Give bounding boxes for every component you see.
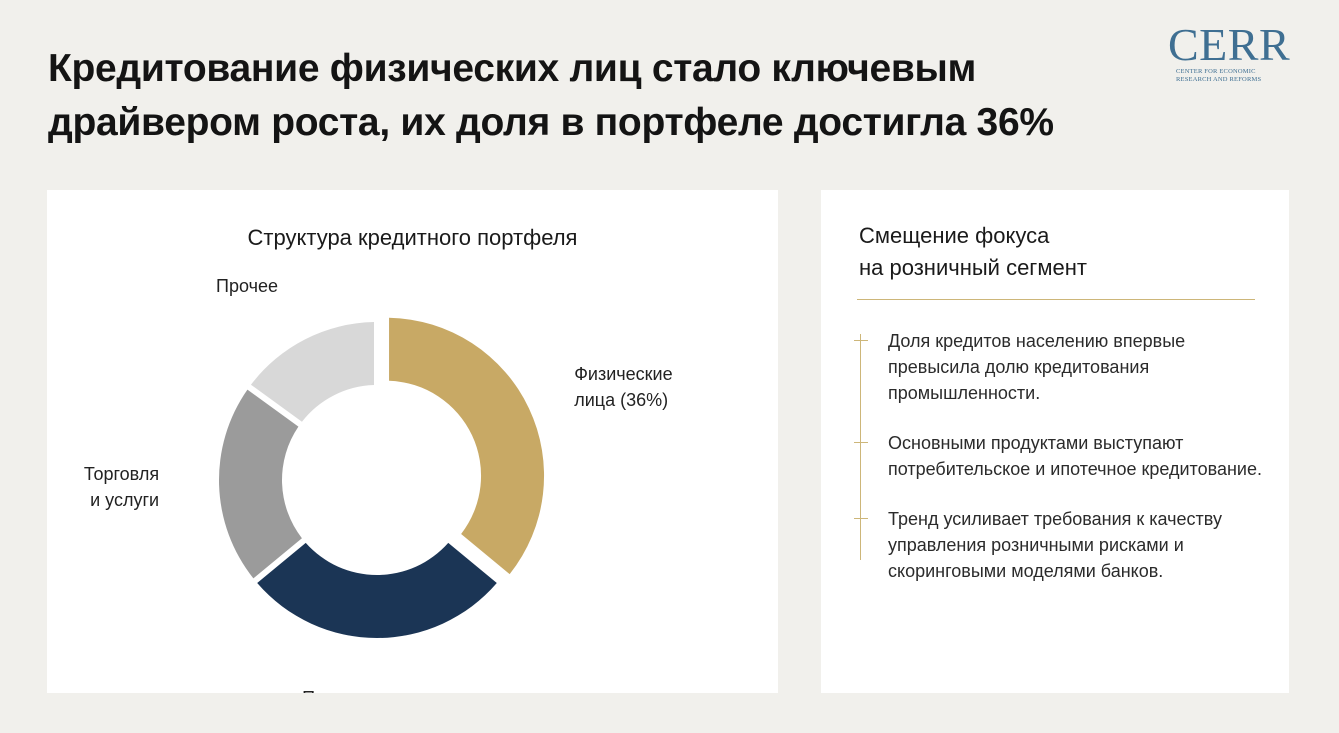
title-divider — [857, 299, 1255, 300]
chart-panel: Структура кредитного портфеля Физические… — [47, 190, 778, 693]
logo-subtitle-1: CENTER FOR ECONOMIC — [1176, 68, 1256, 75]
donut-slice-2 — [218, 389, 302, 579]
slice-label-line: лица (36%) — [574, 390, 668, 410]
bullet-item: Доля кредитов населению впервые превысил… — [854, 328, 1264, 406]
logo-mark: CERR — [1168, 19, 1291, 70]
slice-label-1: Промышленность — [302, 688, 452, 693]
logo-subtitle-2: RESEARCH AND REFORMS — [1176, 75, 1262, 83]
donut-slice-1 — [257, 542, 497, 638]
headline-line-2: драйвером роста, их доля в портфеле дост… — [48, 101, 1054, 144]
slice-label-line: Физические — [574, 364, 672, 384]
slice-label-line: Промышленность — [302, 688, 452, 693]
headline: Кредитование физических лиц стало ключев… — [48, 42, 1168, 150]
slice-label-line: Прочее — [216, 276, 278, 296]
donut-slice-3 — [250, 322, 375, 422]
slice-label-0: Физические лица (36%) — [574, 364, 672, 410]
bullet-item: Основными продуктами выступают потребите… — [854, 430, 1264, 482]
bullet-tick — [854, 340, 868, 341]
bullet-tick — [854, 442, 868, 443]
bullet-list: Доля кредитов населению впервые превысил… — [854, 328, 1264, 608]
bullet-item: Тренд усиливает требования к качеству уп… — [854, 506, 1264, 584]
bullet-timeline-line — [860, 334, 861, 560]
focus-panel: Смещение фокуса на розничный сегмент Дол… — [821, 190, 1289, 693]
donut-chart: Физические лица (36%) Промышленность Торгов… — [84, 276, 673, 693]
side-title: Смещение фокуса на розничный сегмент — [859, 220, 1087, 284]
cerr-logo: CERR CENTER FOR ECONOMIC RESEARCH AND RE… — [1168, 22, 1318, 84]
slice-label-3: Прочее — [216, 276, 278, 296]
bullet-tick — [854, 518, 868, 519]
side-title-line-1: Смещение фокуса — [859, 223, 1050, 248]
bullet-text: Тренд усиливает требования к качеству уп… — [888, 509, 1222, 581]
donut-slice-0 — [389, 317, 545, 575]
slice-label-line: и услуги — [90, 490, 159, 510]
side-title-line-2: на розничный сегмент — [859, 255, 1087, 280]
bullet-text: Доля кредитов населению впервые превысил… — [888, 331, 1186, 403]
headline-line-1: Кредитование физических лиц стало ключев… — [48, 47, 977, 90]
chart-title: Структура кредитного портфеля — [247, 225, 578, 250]
slice-label-line: Торговля — [84, 464, 159, 484]
bullet-text: Основными продуктами выступают потребите… — [888, 433, 1262, 479]
slice-label-2: Торговля и услуги — [84, 464, 159, 510]
